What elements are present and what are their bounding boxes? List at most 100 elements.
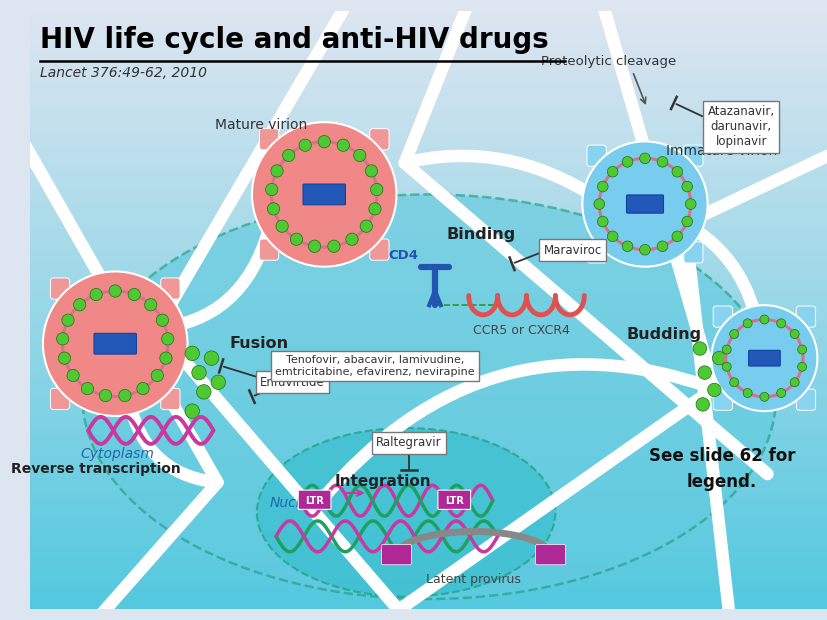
Text: LTR: LTR xyxy=(444,496,463,506)
Circle shape xyxy=(267,203,280,215)
Text: Nucleus: Nucleus xyxy=(269,495,324,510)
FancyArrowPatch shape xyxy=(321,0,713,620)
Circle shape xyxy=(43,272,187,416)
Text: Binding: Binding xyxy=(446,228,515,242)
Circle shape xyxy=(776,319,785,328)
Text: LTR: LTR xyxy=(305,496,323,506)
Circle shape xyxy=(353,149,366,162)
Circle shape xyxy=(161,333,174,345)
Circle shape xyxy=(275,220,288,232)
Circle shape xyxy=(696,397,709,411)
FancyArrowPatch shape xyxy=(0,67,218,620)
Text: Raltegravir: Raltegravir xyxy=(375,436,442,450)
Text: CD4: CD4 xyxy=(388,249,418,262)
Circle shape xyxy=(707,383,720,397)
Circle shape xyxy=(685,199,696,210)
FancyBboxPatch shape xyxy=(50,388,69,409)
Circle shape xyxy=(743,389,751,397)
FancyBboxPatch shape xyxy=(298,490,331,510)
Text: Cytoplasm: Cytoplasm xyxy=(80,448,154,461)
Circle shape xyxy=(337,139,349,151)
Circle shape xyxy=(759,315,768,324)
FancyBboxPatch shape xyxy=(796,306,815,327)
Circle shape xyxy=(581,141,707,267)
FancyBboxPatch shape xyxy=(748,350,779,366)
Circle shape xyxy=(370,184,382,196)
Circle shape xyxy=(593,199,604,210)
Text: Enfuvirtide: Enfuvirtide xyxy=(260,376,324,389)
Circle shape xyxy=(136,383,149,395)
Text: Maraviroc: Maraviroc xyxy=(543,244,601,257)
Text: Tenofovir, abacavir, lamivudine,
emtricitabine, efavirenz, nevirapine: Tenofovir, abacavir, lamivudine, emtrici… xyxy=(275,355,475,377)
Circle shape xyxy=(776,389,785,397)
Text: Immature virion: Immature virion xyxy=(666,144,777,158)
FancyArrowPatch shape xyxy=(404,0,767,474)
FancyBboxPatch shape xyxy=(50,278,69,299)
FancyArrowPatch shape xyxy=(156,0,467,620)
Circle shape xyxy=(67,370,79,382)
Circle shape xyxy=(721,345,730,354)
Ellipse shape xyxy=(83,195,775,599)
Circle shape xyxy=(759,392,768,401)
Circle shape xyxy=(184,346,199,361)
Text: Fusion: Fusion xyxy=(230,336,289,351)
Circle shape xyxy=(346,233,358,246)
Text: Atazanavir,
darunavir,
lopinavir: Atazanavir, darunavir, lopinavir xyxy=(707,105,774,148)
FancyBboxPatch shape xyxy=(437,490,470,510)
FancyBboxPatch shape xyxy=(796,389,815,410)
Circle shape xyxy=(729,378,738,387)
Circle shape xyxy=(184,404,199,418)
Ellipse shape xyxy=(256,428,555,596)
Circle shape xyxy=(597,216,607,227)
FancyBboxPatch shape xyxy=(586,242,605,263)
Circle shape xyxy=(368,203,380,215)
FancyBboxPatch shape xyxy=(259,128,279,150)
Circle shape xyxy=(607,166,617,177)
FancyBboxPatch shape xyxy=(683,145,702,166)
Circle shape xyxy=(657,156,667,167)
Circle shape xyxy=(796,362,805,371)
FancyBboxPatch shape xyxy=(712,306,732,327)
Text: HIV life cycle and anti-HIV drugs: HIV life cycle and anti-HIV drugs xyxy=(40,26,548,54)
Circle shape xyxy=(265,184,278,196)
FancyBboxPatch shape xyxy=(303,184,345,205)
Circle shape xyxy=(318,136,330,148)
FancyBboxPatch shape xyxy=(381,544,411,565)
Text: Lancet 376:49-62, 2010: Lancet 376:49-62, 2010 xyxy=(40,66,207,81)
Circle shape xyxy=(211,375,225,389)
Circle shape xyxy=(672,166,681,177)
Circle shape xyxy=(360,220,372,232)
Text: Proteolytic cleavage: Proteolytic cleavage xyxy=(540,55,675,68)
Circle shape xyxy=(672,231,681,242)
Circle shape xyxy=(743,319,751,328)
Circle shape xyxy=(282,149,294,162)
FancyBboxPatch shape xyxy=(535,544,565,565)
Circle shape xyxy=(710,305,816,411)
FancyBboxPatch shape xyxy=(160,388,179,409)
FancyBboxPatch shape xyxy=(712,389,732,410)
Circle shape xyxy=(681,216,691,227)
Circle shape xyxy=(192,365,206,380)
FancyBboxPatch shape xyxy=(683,242,702,263)
FancyBboxPatch shape xyxy=(259,239,279,260)
Circle shape xyxy=(290,233,302,246)
Circle shape xyxy=(607,231,617,242)
Circle shape xyxy=(639,244,649,255)
Circle shape xyxy=(697,366,710,379)
Circle shape xyxy=(299,139,311,151)
Circle shape xyxy=(99,389,112,402)
Circle shape xyxy=(597,181,607,192)
Circle shape xyxy=(327,240,340,252)
Text: CCR5 or CXCR4: CCR5 or CXCR4 xyxy=(473,324,570,337)
Circle shape xyxy=(789,330,798,339)
Circle shape xyxy=(621,156,632,167)
Circle shape xyxy=(711,352,725,365)
Circle shape xyxy=(81,383,93,395)
Circle shape xyxy=(74,299,86,311)
Circle shape xyxy=(58,352,70,365)
Circle shape xyxy=(118,389,131,402)
Circle shape xyxy=(204,351,218,365)
FancyBboxPatch shape xyxy=(370,128,389,150)
Text: See slide 62 for
legend.: See slide 62 for legend. xyxy=(648,447,795,491)
Circle shape xyxy=(796,345,805,354)
